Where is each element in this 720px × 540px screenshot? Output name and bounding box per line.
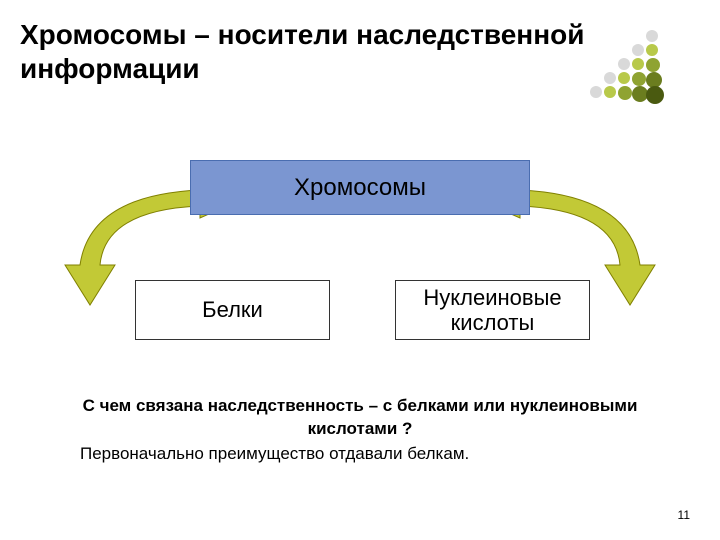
chromosomes-box: Хромосомы — [190, 160, 530, 215]
nucleic-acids-box: Нуклеиновые кислоты — [395, 280, 590, 340]
proteins-box: Белки — [135, 280, 330, 340]
powerpoint-dot-logo — [590, 30, 680, 120]
page-number: 11 — [678, 508, 690, 522]
question-text: С чем связана наследственность – с белка… — [80, 395, 640, 441]
diagram: Хромосомы Белки Нуклеиновые кислоты — [60, 160, 660, 360]
answer-text: Первоначально преимущество отдавали белк… — [80, 443, 640, 465]
